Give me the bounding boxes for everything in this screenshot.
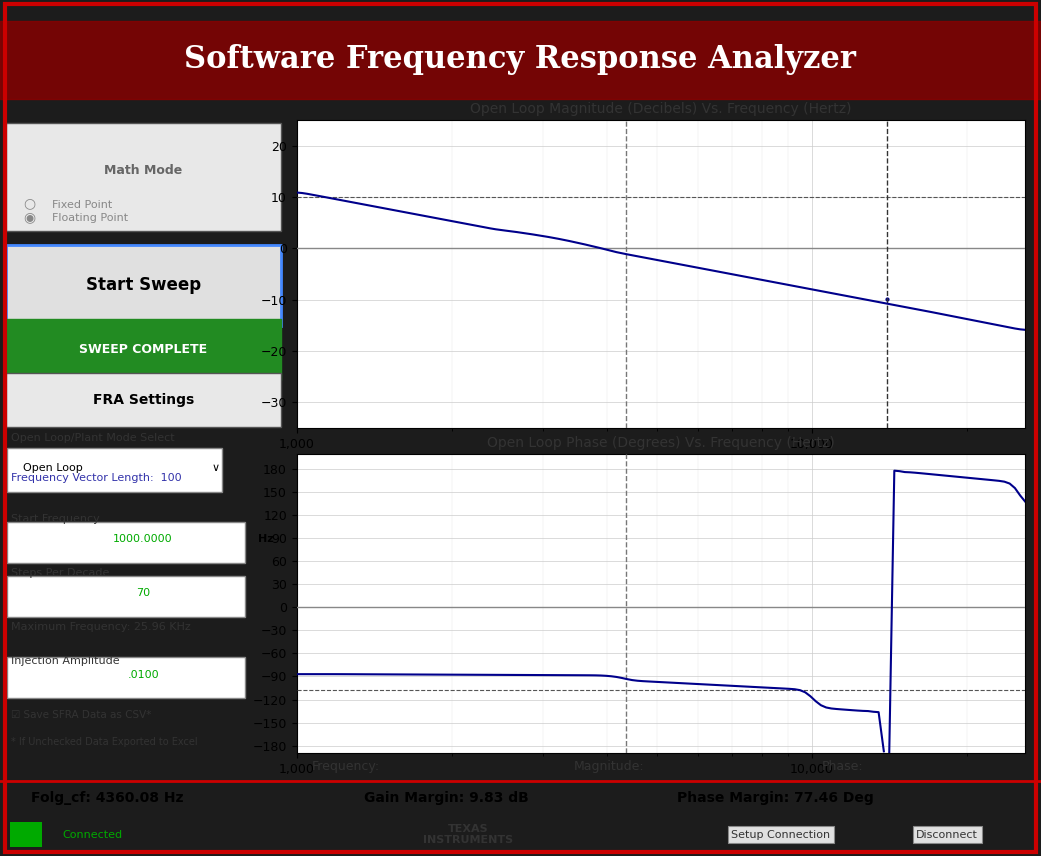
Text: Frequency Vector Length:  100: Frequency Vector Length: 100 [11,473,182,484]
FancyBboxPatch shape [7,448,222,491]
Text: Software Frequency Response Analyzer: Software Frequency Response Analyzer [184,45,857,75]
Text: .0100: .0100 [127,669,159,680]
Text: 1000.0000: 1000.0000 [113,534,173,544]
FancyBboxPatch shape [5,123,281,231]
Text: Open Loop/Plant Mode Select: Open Loop/Plant Mode Select [11,433,175,443]
Text: Frequency:: Frequency: [311,759,379,773]
Text: Hz: Hz [258,534,274,544]
Text: Folg_cf: 4360.08 Hz: Folg_cf: 4360.08 Hz [31,791,183,805]
Bar [10,822,42,847]
Text: * If Unchecked Data Exported to Excel: * If Unchecked Data Exported to Excel [11,737,198,747]
Title: Open Loop Phase (Degrees) Vs. Frequency (Hertz): Open Loop Phase (Degrees) Vs. Frequency … [487,436,835,449]
Text: Maximum Frequency: 25.96 KHz: Maximum Frequency: 25.96 KHz [11,622,192,633]
FancyBboxPatch shape [7,576,245,616]
Text: Setup Connection: Setup Connection [731,829,831,840]
Text: ☑ Save SFRA Data as CSV*: ☑ Save SFRA Data as CSV* [11,710,152,720]
Text: Phase Margin: 77.46 Deg: Phase Margin: 77.46 Deg [677,791,873,805]
Text: TEXAS
INSTRUMENTS: TEXAS INSTRUMENTS [424,823,513,846]
FancyBboxPatch shape [7,522,245,562]
Text: Fixed Point: Fixed Point [52,199,111,210]
Text: Magnitude:: Magnitude: [574,759,644,773]
Text: Phase:: Phase: [821,759,863,773]
Text: Gain Margin: 9.83 dB: Gain Margin: 9.83 dB [364,791,529,805]
Text: Start Frequency: Start Frequency [11,514,100,524]
Text: Floating Point: Floating Point [52,213,128,223]
Text: Connected: Connected [62,829,123,840]
Text: Disconnect: Disconnect [916,829,979,840]
Text: SWEEP COMPLETE: SWEEP COMPLETE [79,343,207,356]
Text: Math Mode: Math Mode [104,163,182,177]
FancyBboxPatch shape [5,373,281,427]
FancyBboxPatch shape [5,319,281,380]
FancyBboxPatch shape [5,245,281,326]
Text: Open Loop: Open Loop [23,463,82,473]
Text: 70: 70 [136,588,150,598]
Text: Start Sweep: Start Sweep [85,276,201,294]
Text: FRA Settings: FRA Settings [93,393,194,407]
Text: ∨: ∨ [212,463,220,473]
Text: Steps Per Decade: Steps Per Decade [11,568,110,578]
Text: ◉: ◉ [23,210,35,224]
FancyBboxPatch shape [7,657,245,698]
Text: ○: ○ [23,197,35,211]
Text: Injection Amplitude: Injection Amplitude [11,656,120,666]
Title: Open Loop Magnitude (Decibels) Vs. Frequency (Hertz): Open Loop Magnitude (Decibels) Vs. Frequ… [471,102,852,116]
